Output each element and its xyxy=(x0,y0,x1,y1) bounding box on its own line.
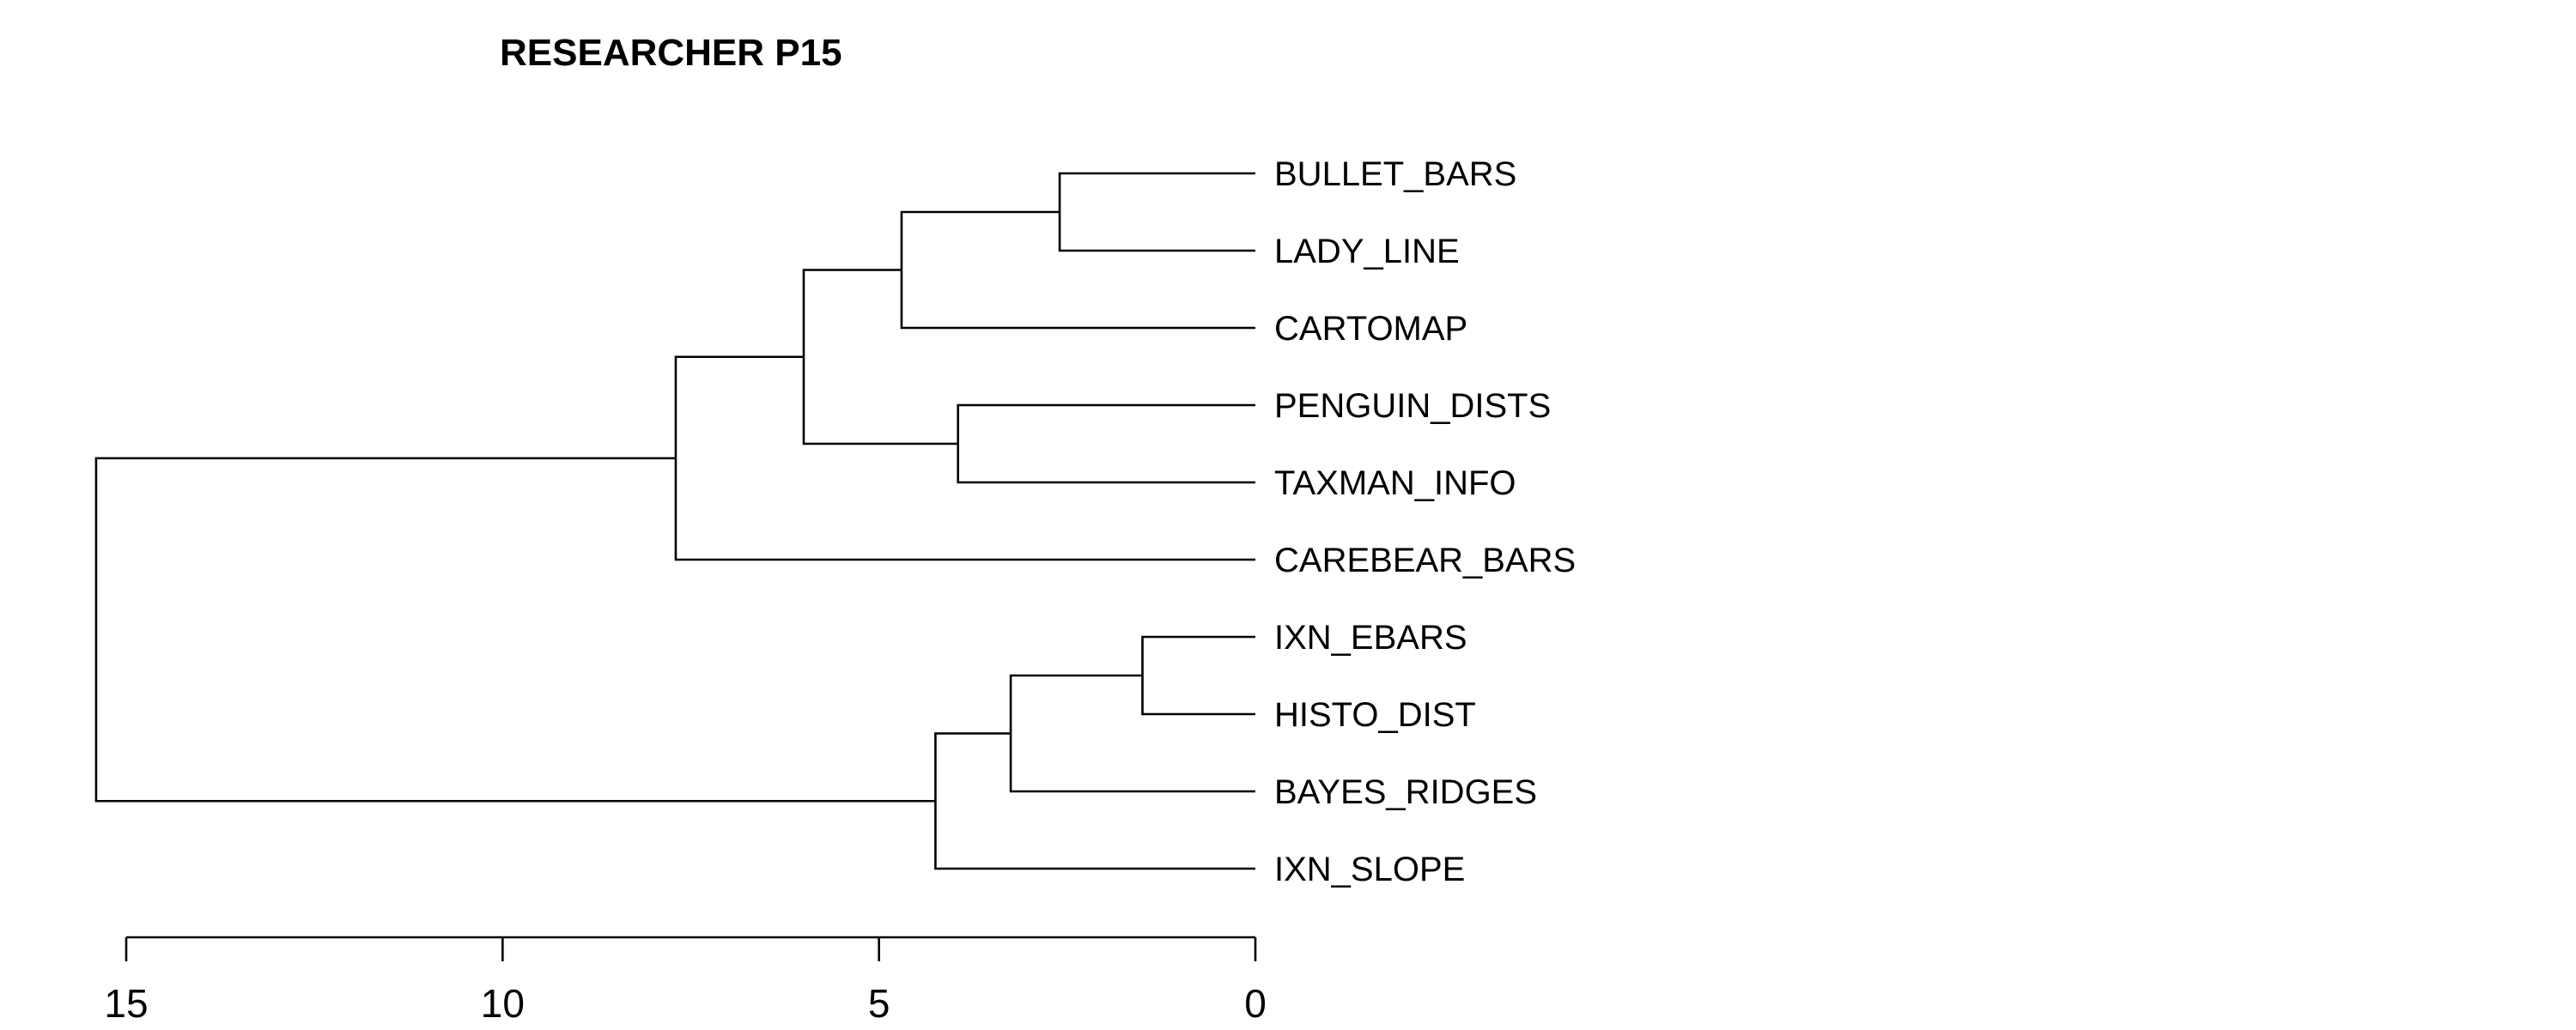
x-tick-label-10: 10 xyxy=(481,981,525,1026)
leaf-label-lady-line: LADY_LINE xyxy=(1274,233,1460,270)
leaf-label-histo-dist: HISTO_DIST xyxy=(1274,696,1476,734)
leaf-label-taxman-info: TAXMAN_INFO xyxy=(1274,464,1516,502)
branch-m5 xyxy=(674,355,1255,561)
leaf-label-bayes-ridges: BAYES_RIDGES xyxy=(1274,773,1537,811)
x-tick-label-15: 15 xyxy=(104,981,148,1026)
x-tick-label-0: 0 xyxy=(1244,981,1267,1026)
leaf-label-cartomap: CARTOMAP xyxy=(1274,310,1467,348)
leaf-label-ixn-ebars: IXN_EBARS xyxy=(1274,619,1467,657)
branch-m7 xyxy=(1009,674,1255,793)
leaf-labels: BULLET_BARS LADY_LINE CARTOMAP PENGUIN_DIST… xyxy=(1274,155,1576,888)
leaf-label-penguin-dists: PENGUIN_DISTS xyxy=(1274,387,1551,425)
chart-title: RESEARCHER P15 xyxy=(500,32,842,74)
branch-m1 xyxy=(1058,172,1255,252)
x-axis: 15 10 5 0 xyxy=(104,936,1267,1026)
branch-m6 xyxy=(1141,635,1255,716)
branch-m3 xyxy=(957,403,1255,484)
branch-m2 xyxy=(900,210,1255,330)
branch-m8 xyxy=(934,732,1255,870)
leaf-label-bullet-bars: BULLET_BARS xyxy=(1274,155,1516,193)
x-tick-label-5: 5 xyxy=(868,981,890,1026)
branch-m4 xyxy=(802,269,958,445)
leaf-label-ixn-slope: IXN_SLOPE xyxy=(1274,851,1465,888)
branch-m9 xyxy=(94,457,936,803)
leaf-label-carebear-bars: CAREBEAR_BARS xyxy=(1274,542,1576,579)
dendrogram-branches xyxy=(94,172,1255,870)
